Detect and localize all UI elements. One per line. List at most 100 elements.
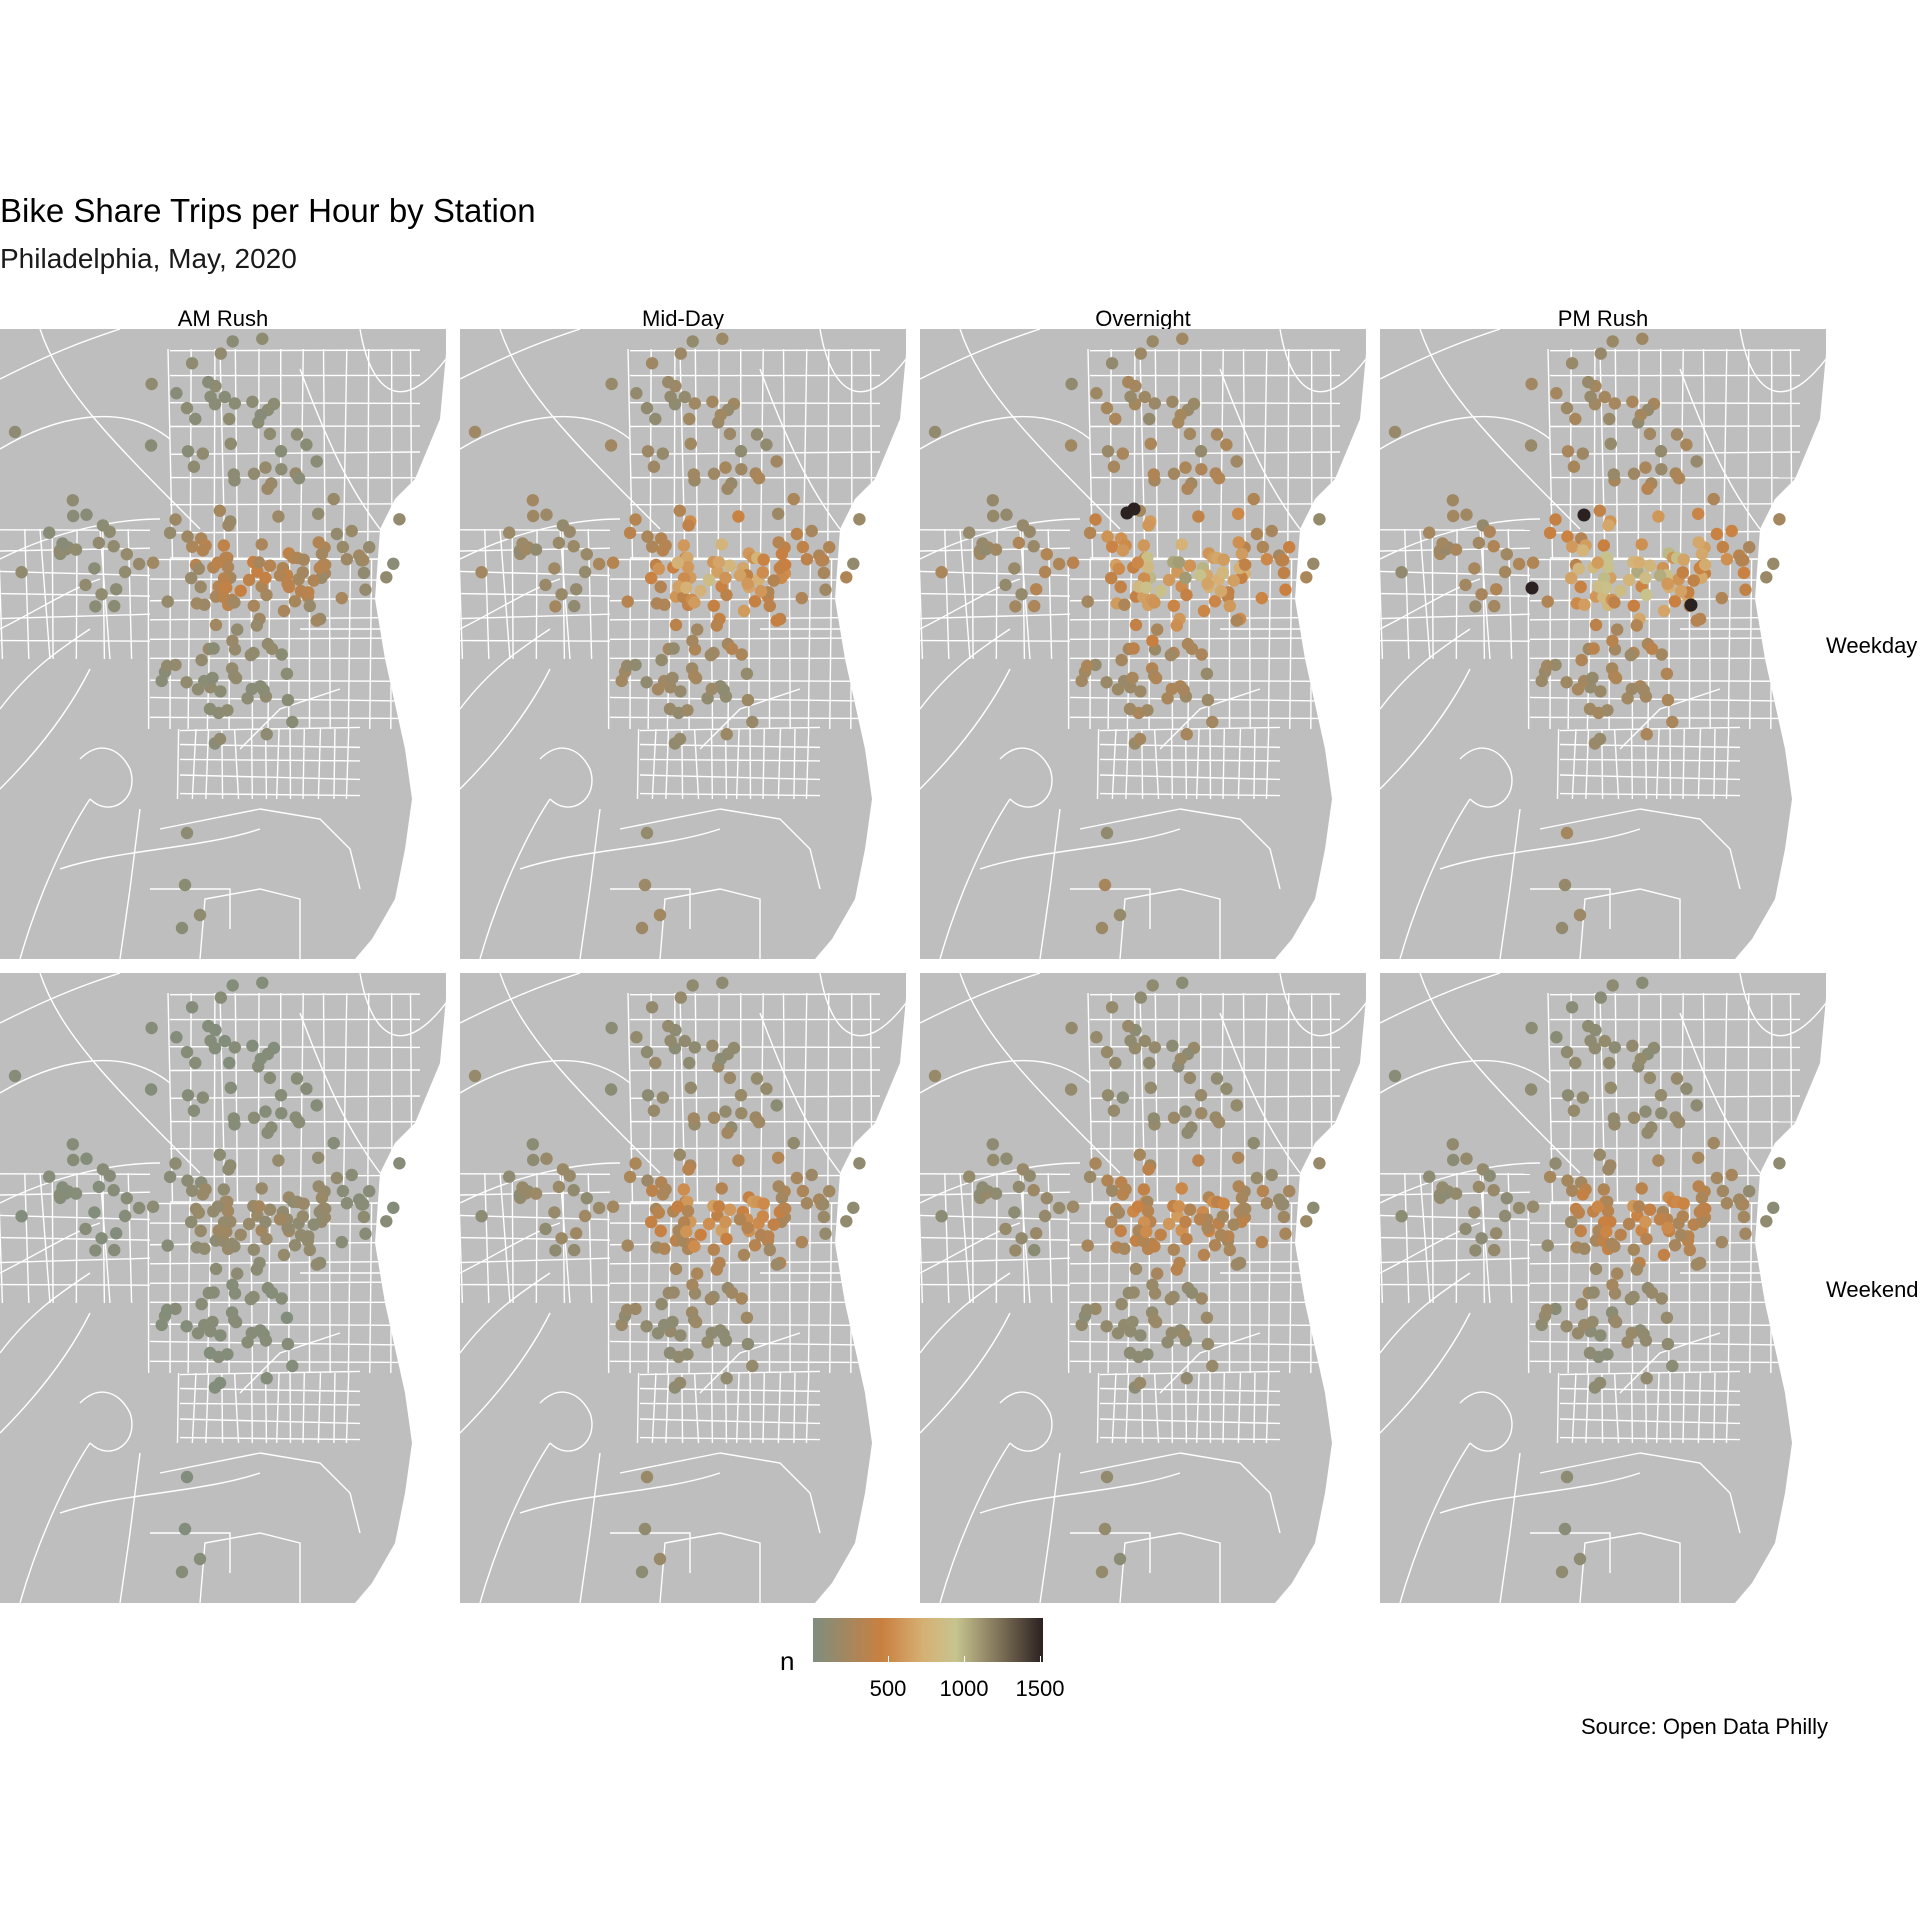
- station-point: [1183, 427, 1197, 441]
- station-point: [754, 584, 768, 598]
- station-point: [770, 1099, 783, 1112]
- station-point: [1166, 1039, 1179, 1052]
- station-point: [1550, 1031, 1563, 1044]
- street-line: [0, 1059, 171, 1094]
- street-line: [1069, 1360, 1321, 1364]
- station-point: [1313, 513, 1326, 526]
- street-line: [0, 1312, 91, 1434]
- station-point: [310, 1099, 323, 1112]
- station-point: [604, 1083, 618, 1096]
- street-line: [1089, 451, 1341, 456]
- street-line: [1380, 1283, 1531, 1286]
- station-point: [707, 1111, 721, 1124]
- street-line: [299, 992, 304, 1204]
- street-line: [1747, 348, 1750, 560]
- station-point: [1101, 1089, 1115, 1102]
- station-point: [735, 463, 748, 476]
- street-line: [1619, 1332, 1721, 1394]
- station-point: [716, 332, 729, 345]
- station-point: [1560, 1045, 1574, 1059]
- station-point: [1172, 1200, 1186, 1213]
- station-point: [393, 1157, 406, 1170]
- station-point: [1115, 1297, 1128, 1311]
- station-point: [1015, 588, 1028, 601]
- station-point: [1558, 1522, 1572, 1536]
- street-line: [710, 1372, 714, 1444]
- station-point: [686, 1278, 699, 1292]
- station-point: [1672, 472, 1686, 485]
- street-line: [169, 1045, 421, 1049]
- street-line: [1722, 992, 1728, 1204]
- street-line: [609, 637, 861, 641]
- street-line: [0, 1257, 151, 1264]
- station-point: [1609, 1315, 1623, 1329]
- station-point: [203, 1346, 217, 1360]
- street-line: [759, 368, 841, 530]
- station-point: [681, 1204, 695, 1218]
- station-point: [1643, 427, 1657, 441]
- station-point: [1447, 1153, 1460, 1167]
- station-point: [1526, 556, 1540, 569]
- station-point: [732, 510, 745, 523]
- street-line: [639, 1402, 821, 1406]
- station-point: [1114, 1224, 1127, 1238]
- land-area: [920, 329, 1366, 959]
- station-point: [1692, 507, 1705, 520]
- street-line: [939, 1442, 1011, 1603]
- street-line: [1630, 1372, 1634, 1444]
- station-point: [1645, 1286, 1659, 1299]
- station-point: [1565, 571, 1578, 585]
- street-line: [920, 639, 1071, 642]
- station-point: [231, 623, 244, 636]
- station-point: [1201, 693, 1215, 707]
- station-point: [1604, 437, 1617, 450]
- station-point: [1100, 1320, 1113, 1333]
- station-point: [1472, 1180, 1486, 1194]
- station-point: [1179, 461, 1192, 474]
- station-point: [686, 335, 699, 348]
- station-point: [1661, 693, 1675, 707]
- station-point: [638, 1522, 652, 1536]
- street-line: [460, 973, 581, 1024]
- station-point: [1133, 1376, 1147, 1390]
- station-point: [1164, 648, 1177, 662]
- station-point: [737, 1248, 751, 1262]
- street-line: [1099, 758, 1281, 762]
- street-line: [239, 688, 341, 750]
- station-point: [653, 908, 667, 922]
- station-point: [1147, 1112, 1160, 1125]
- street-line: [1559, 792, 1741, 797]
- street-line: [1107, 1202, 1111, 1374]
- station-point: [196, 1091, 209, 1104]
- land-area: [0, 973, 446, 1603]
- station-point: [259, 1105, 272, 1118]
- station-point: [1560, 826, 1574, 840]
- station-point: [1512, 1201, 1526, 1215]
- station-point: [705, 1326, 718, 1340]
- station-point: [1627, 1111, 1641, 1124]
- station-point: [357, 566, 371, 580]
- station-point: [213, 732, 227, 746]
- station-point: [1115, 653, 1128, 667]
- station-point: [640, 676, 653, 689]
- station-point: [43, 526, 56, 539]
- street-line: [176, 1372, 180, 1444]
- station-point: [1582, 1019, 1595, 1033]
- station-point: [1300, 1215, 1313, 1228]
- station-point: [1555, 1565, 1569, 1579]
- station-point: [1239, 558, 1252, 571]
- station-point: [228, 1041, 241, 1054]
- street-line: [1549, 1147, 1801, 1150]
- station-point: [716, 976, 729, 989]
- station-point: [259, 1215, 272, 1229]
- station-point: [1180, 588, 1193, 602]
- station-point: [1574, 580, 1587, 594]
- street-line: [1613, 1372, 1620, 1444]
- station-point: [606, 1200, 620, 1213]
- street-line: [1747, 992, 1750, 1204]
- station-point: [1607, 468, 1620, 481]
- station-point: [1134, 685, 1147, 698]
- station-point: [800, 553, 814, 566]
- street-line: [639, 1436, 821, 1441]
- station-point: [1602, 1163, 1615, 1176]
